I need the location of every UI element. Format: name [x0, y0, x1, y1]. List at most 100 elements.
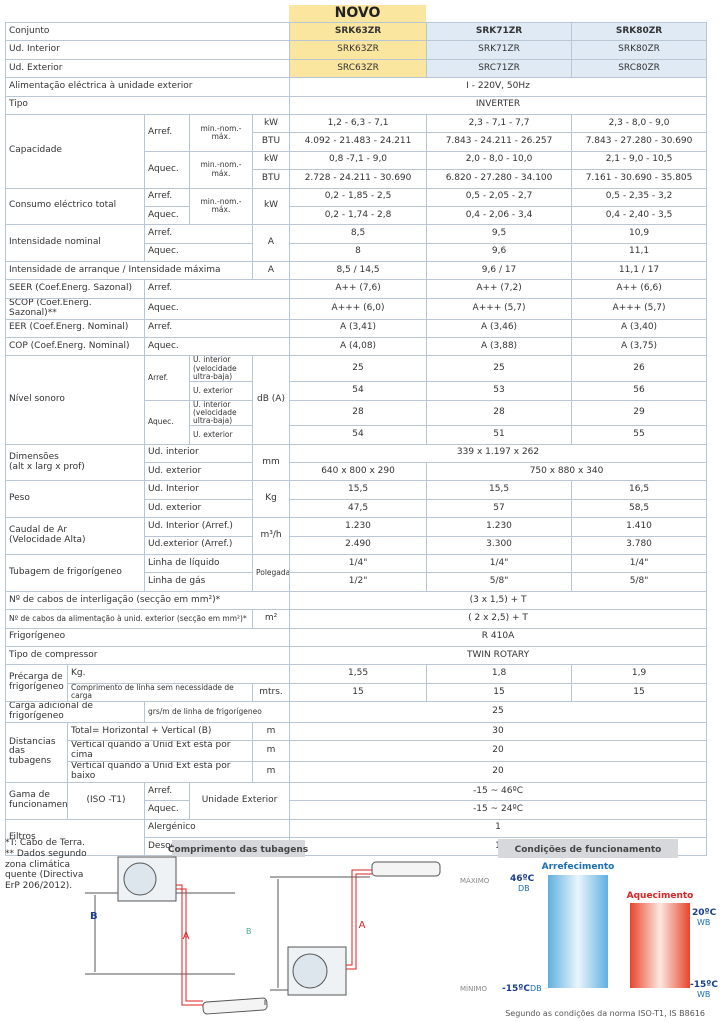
cell: A+++ (5,7)	[426, 297, 573, 320]
cell: Filtros	[5, 818, 145, 857]
cell: R 410A	[289, 627, 708, 648]
cell: 0,4 - 2,40 - 3,5	[571, 205, 708, 226]
cell: Dimensões (alt x larg x prof)	[5, 443, 145, 482]
cell: 640 x 800 x 290	[289, 462, 428, 482]
cell: Kg	[251, 480, 291, 519]
cell: 8	[289, 242, 428, 263]
cell: 8,5	[289, 224, 428, 244]
cell: 29	[571, 399, 708, 427]
cell: Ud. Interior (Arref.)	[144, 517, 253, 537]
min-temp: -15ºC	[502, 984, 530, 994]
cell: 2,0 - 8,0 - 10,0	[426, 150, 573, 171]
cell: m	[251, 740, 291, 763]
row: U. exterior 54 53 56	[6, 381, 708, 401]
cell: TWIN ROTARY	[289, 645, 708, 666]
cell: 2,3 - 8,0 - 9,0	[571, 113, 708, 134]
cell: COP (Coef.Energ. Nominal)	[5, 337, 145, 357]
cell: Tipo	[4, 95, 291, 115]
cell: SRK71ZR	[426, 21, 573, 42]
cell: Arref.	[144, 224, 253, 244]
row: Conjunto SRK63ZR SRK71ZR SRK80ZR	[4, 21, 708, 42]
pipe-label: A	[359, 920, 366, 931]
cell: SRC71ZR	[426, 58, 573, 79]
row: Ud. exterior 47,5 57 58,5	[6, 498, 708, 519]
cell: BTU	[251, 132, 291, 152]
cell: (ISO -T1)	[67, 781, 145, 820]
cell: Intensidade nominal	[5, 224, 145, 263]
cell: Capacidade	[5, 113, 145, 189]
cell: Linha de líquido	[144, 554, 253, 574]
cell: EER (Coef.Energ. Nominal)	[5, 318, 145, 339]
cell: 16,5	[571, 480, 708, 500]
pipe-label: B	[90, 911, 98, 922]
cell: -15 ~ 24ºC	[289, 800, 708, 820]
cell: Arref.	[144, 113, 190, 152]
cell: 51	[426, 425, 573, 445]
cell: SCOP (Coef.Energ. Sazonal)**	[5, 297, 145, 320]
row: Tipo INVERTER	[4, 95, 708, 115]
cell: 26	[571, 355, 708, 383]
cell: 1.410	[571, 517, 708, 537]
cell: 5/8"	[571, 572, 708, 592]
cell: A++ (6,6)	[571, 279, 708, 299]
spec-table: Conjunto SRK63ZR SRK71ZR SRK80ZR Ud. Interio…	[4, 21, 708, 857]
cell: SRC63ZR	[289, 58, 428, 79]
cell: SRK80ZR	[571, 40, 708, 60]
cell: U. exterior	[189, 425, 253, 445]
row: Ud.exterior (Arref.) 2.490 3.300 3.780	[6, 535, 708, 556]
cell: 20	[289, 761, 708, 783]
cell: U. interior (velocidade ultra-baja)	[189, 355, 253, 383]
cell: min.-nom.-máx.	[189, 187, 253, 226]
cell: Intensidade de arranque / Intensidade má…	[5, 261, 253, 281]
cell: Ud.exterior (Arref.)	[144, 535, 253, 556]
cell: 10,9	[571, 224, 708, 244]
cell: 1.230	[289, 517, 428, 537]
cell: Carga adicional de frigorígeneo	[5, 701, 145, 723]
cell: 15	[426, 682, 573, 703]
row: Linha de gás 1/2" 5/8" 5/8"	[6, 572, 708, 592]
cell: 15	[571, 682, 708, 703]
heating-bar	[630, 903, 690, 988]
cell: Vertical quando a Unid Ext está por baix…	[67, 761, 253, 783]
cell: Alimentação eléctrica à unidade exterior	[4, 77, 291, 97]
cell: 4.092 - 21.483 - 24.211	[289, 132, 428, 152]
pipe-label: A	[183, 931, 190, 942]
row: Caudal de Ar (Velocidade Alta) Ud. Interi…	[5, 517, 708, 556]
new-label: NOVO	[289, 5, 426, 22]
cell: BTU	[251, 169, 291, 189]
cell: Total= Horizontal + Vertical (B)	[67, 721, 253, 742]
row: Ud. Interior SRK63ZR SRK71ZR SRK80ZR	[4, 40, 708, 60]
cell: grs/m de linha de frigorígeneo	[143, 701, 291, 723]
cell: 1,9	[571, 664, 708, 684]
row: Gama de funcionamento(ISO -T1)Arref.Unid…	[5, 781, 708, 820]
cell: Aquec.	[144, 242, 253, 263]
row: Tubagem de frigorígeneo Linha de líquido P…	[5, 554, 708, 592]
cell: 20	[289, 740, 708, 763]
cell: SRK63ZR	[289, 40, 428, 60]
row: Nº de cabos da alimentação à unid. exter…	[5, 609, 708, 629]
cell: Peso	[5, 480, 145, 519]
cell: ( 2 x 2,5) + T	[289, 609, 708, 629]
cell: 339 x 1.197 x 262	[289, 443, 708, 464]
cell: 2.490	[289, 535, 428, 556]
pipe-drawing	[85, 856, 441, 1015]
cell: Nº de cabos da alimentação à unid. exter…	[5, 609, 253, 629]
cell: 30	[289, 721, 708, 742]
cell: mm	[251, 443, 291, 482]
cell: 750 x 880 x 340	[426, 462, 708, 482]
cell: 1,55	[289, 664, 428, 684]
cell: A+++ (6,0)	[289, 297, 428, 320]
cell: 0,8 -7,1 - 9,0	[289, 150, 428, 171]
cell: 9,6	[426, 242, 573, 263]
row: SCOP (Coef.Energ. Sazonal)** Aquec. A+++ (…	[5, 297, 708, 320]
cell: 15	[289, 682, 428, 703]
heat-max: 20ºC	[692, 908, 717, 918]
cell: A (3,41)	[289, 318, 428, 339]
cell: Aquec.	[144, 800, 190, 820]
cell: Comprimento de linha sem necessidade de …	[67, 682, 253, 703]
cell: kW	[251, 150, 291, 171]
cell: 25	[289, 355, 428, 383]
cell: Consumo eléctrico total	[5, 187, 145, 226]
cell: 28	[289, 399, 428, 427]
cell: Aquec.	[144, 205, 190, 226]
